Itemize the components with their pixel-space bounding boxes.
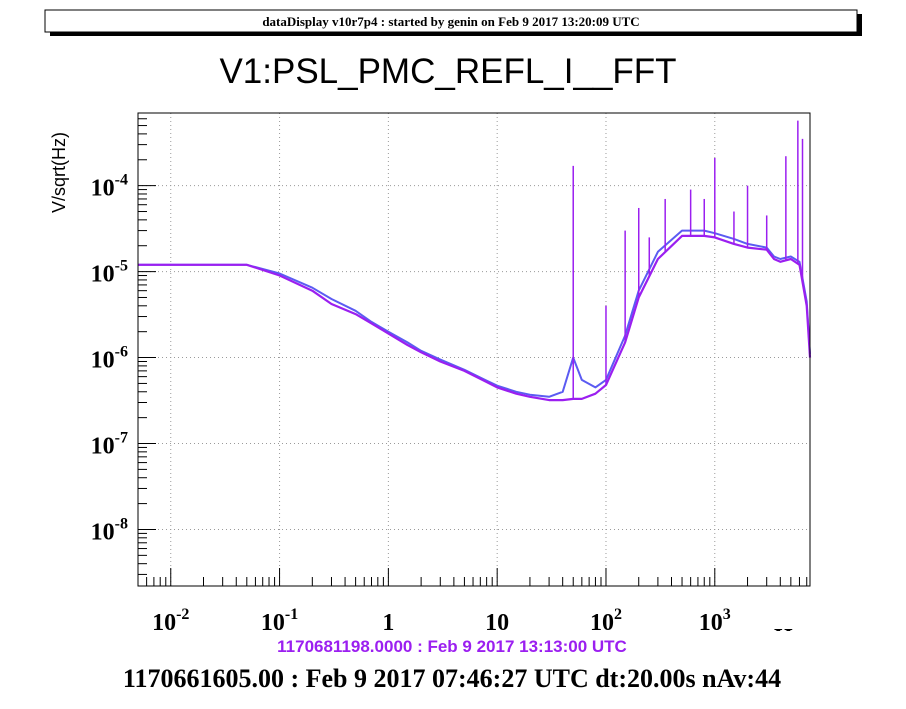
series-line-blue — [138, 229, 811, 398]
legend-series-1: 1170681198.0000 : Feb 9 2017 13:13:00 UT… — [277, 637, 627, 656]
x-tick-label: 10 — [485, 610, 509, 636]
x-axis-label-clip: Hz — [774, 625, 804, 651]
y-tick-label: 10-6 — [91, 344, 128, 374]
y-tick-label: 10-4 — [91, 172, 128, 202]
x-tick-label: 10-2 — [152, 606, 189, 636]
x-tick-label: 1 — [382, 610, 394, 636]
series-line-purple — [138, 234, 812, 402]
y-axis-label: V/sqrt(Hz) — [49, 132, 69, 213]
grid-lines — [138, 113, 810, 586]
chart-title: V1:PSL_PMC_REFL_I__FFT — [219, 52, 676, 91]
y-tick-label: 10-5 — [91, 258, 128, 288]
x-axis-label: Hz — [774, 625, 804, 651]
x-tick-label: 102 — [590, 606, 622, 636]
x-tick-labels: 10-2 10-1 1 10 102 103 — [152, 606, 731, 636]
peak-layer — [572, 120, 804, 399]
axis-ticks — [137, 112, 808, 586]
y-tick-labels: 10-8 10-7 10-6 10-5 10-4 — [91, 172, 128, 546]
y-tick-label: 10-7 — [91, 430, 128, 460]
plot-frame — [137, 112, 811, 587]
y-tick-label: 10-8 — [91, 515, 128, 545]
series-layer — [138, 229, 812, 402]
header-text: dataDisplay v10r7p4 : started by genin o… — [262, 14, 639, 29]
x-tick-label: 103 — [699, 606, 731, 636]
x-tick-label: 10-1 — [261, 606, 298, 636]
legend-series-2: 1170661605.00 : Feb 9 2017 07:46:27 UTC … — [123, 664, 781, 693]
header-banner — [44, 9, 858, 33]
